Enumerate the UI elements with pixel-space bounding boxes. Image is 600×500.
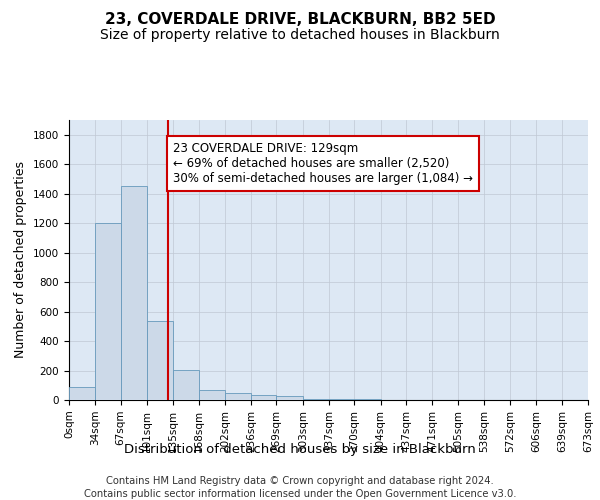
- Text: Distribution of detached houses by size in Blackburn: Distribution of detached houses by size …: [124, 442, 476, 456]
- Bar: [95, 223, 121, 400]
- Bar: [302, 398, 329, 400]
- Bar: [199, 390, 225, 400]
- Y-axis label: Number of detached properties: Number of detached properties: [14, 162, 28, 358]
- Bar: [277, 396, 302, 400]
- Bar: [251, 395, 277, 400]
- Text: Contains public sector information licensed under the Open Government Licence v3: Contains public sector information licen…: [84, 489, 516, 499]
- Text: Size of property relative to detached houses in Blackburn: Size of property relative to detached ho…: [100, 28, 500, 42]
- Bar: [329, 399, 355, 400]
- Bar: [147, 321, 173, 400]
- Bar: [121, 186, 147, 400]
- Text: 23 COVERDALE DRIVE: 129sqm
← 69% of detached houses are smaller (2,520)
30% of s: 23 COVERDALE DRIVE: 129sqm ← 69% of deta…: [173, 142, 473, 185]
- Text: Contains HM Land Registry data © Crown copyright and database right 2024.: Contains HM Land Registry data © Crown c…: [106, 476, 494, 486]
- Text: 23, COVERDALE DRIVE, BLACKBURN, BB2 5ED: 23, COVERDALE DRIVE, BLACKBURN, BB2 5ED: [104, 12, 496, 28]
- Bar: [225, 393, 251, 400]
- Bar: [69, 386, 95, 400]
- Bar: [173, 370, 199, 400]
